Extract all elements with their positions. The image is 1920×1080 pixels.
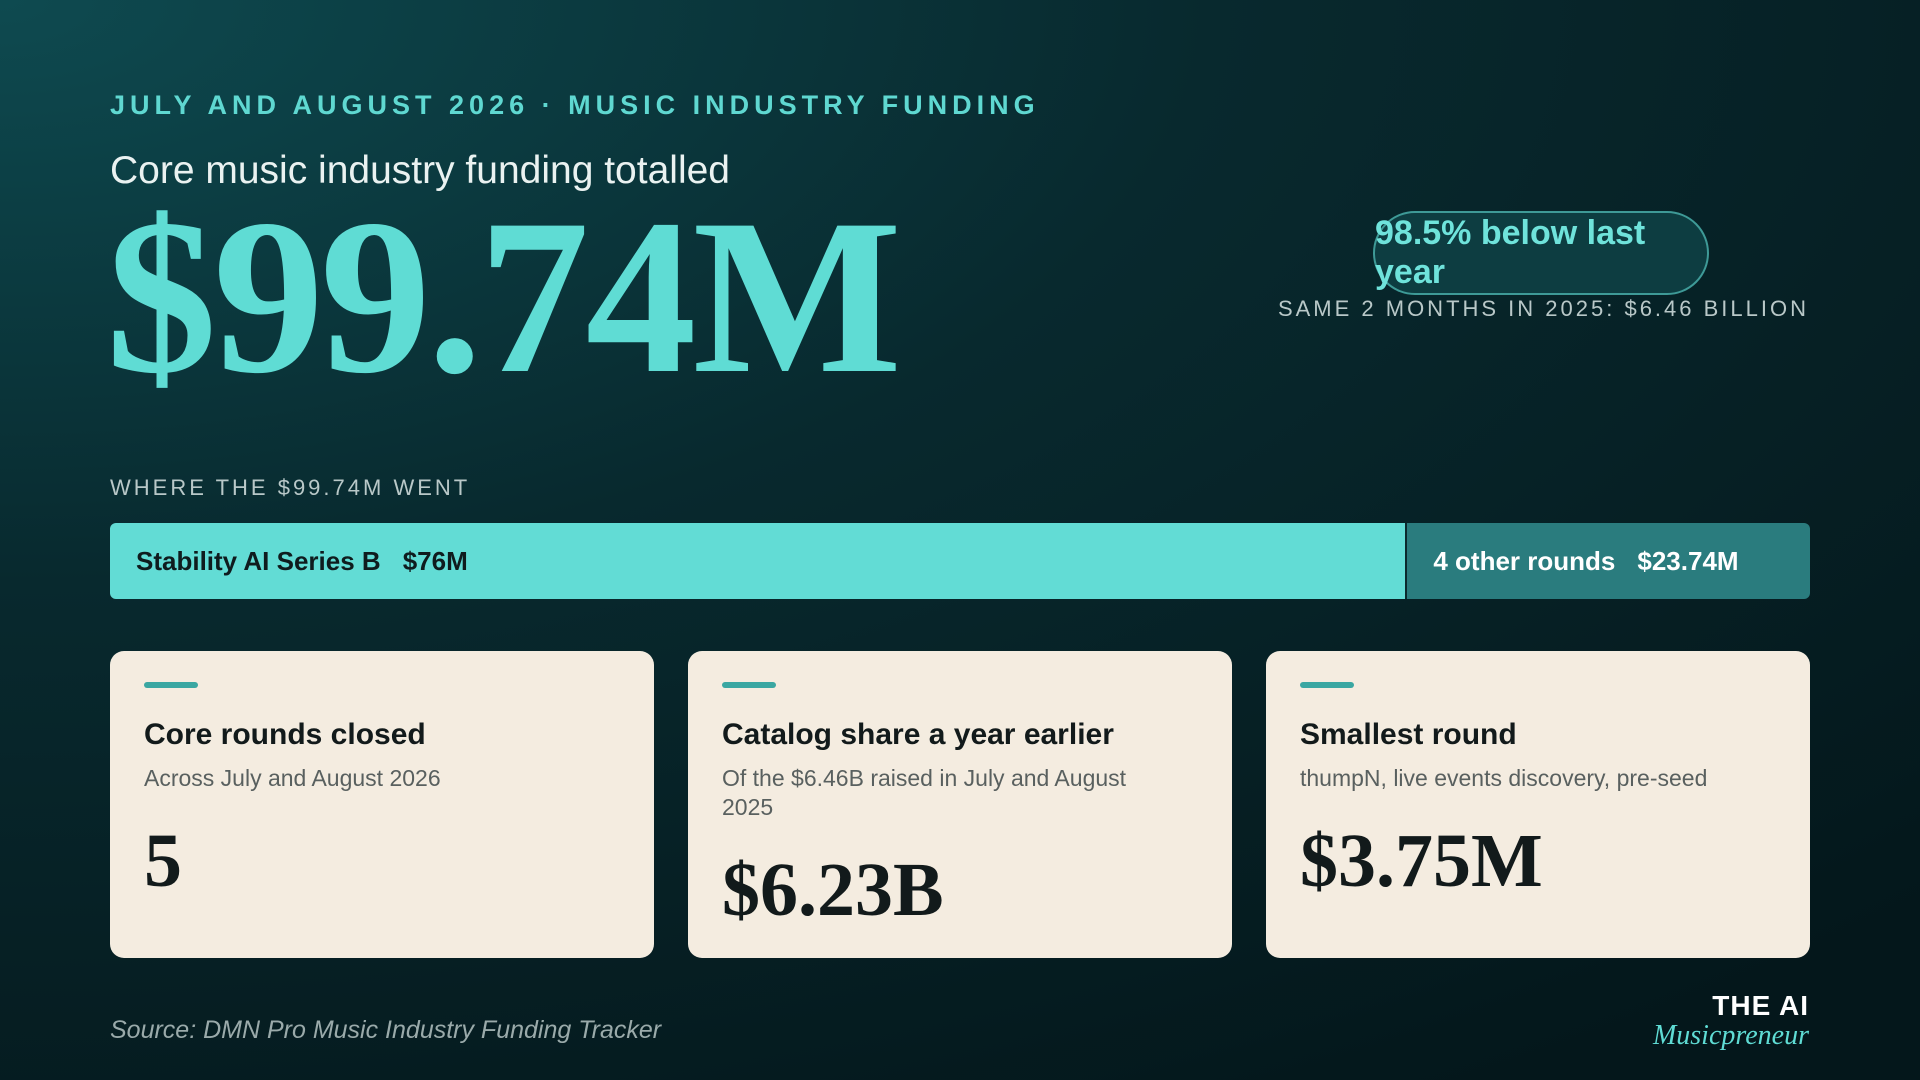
card-accent bbox=[722, 682, 776, 688]
segment-label: $76M bbox=[402, 545, 468, 576]
card-title: Catalog share a year earlier bbox=[722, 718, 1114, 751]
comparison-note: SAME 2 MONTHS IN 2025: $6.46 BILLION bbox=[1277, 296, 1809, 321]
brand-top: THE AI bbox=[1712, 990, 1809, 1021]
card-title: Smallest round bbox=[1300, 718, 1517, 751]
allocation-title: WHERE THE $99.74M WENT bbox=[110, 475, 471, 500]
card: Smallest round thumpN, live events disco… bbox=[1266, 651, 1810, 958]
bar-segment: 4 other rounds $23.74M bbox=[1405, 523, 1810, 599]
card-value: 5 bbox=[144, 818, 182, 903]
card-subtitle: thumpN, live events discovery, pre-seed bbox=[1300, 765, 1708, 791]
allocation-bar: Stability AI Series B $76M 4 other rounds $… bbox=[110, 523, 1810, 599]
card-value: $3.75M bbox=[1300, 818, 1543, 903]
card-subtitle: Across July and August 2026 bbox=[144, 765, 441, 791]
segment-label: $23.74M bbox=[1637, 545, 1739, 576]
card-accent bbox=[144, 682, 198, 688]
card-subtitle: Of the $6.46B raised in July and August … bbox=[722, 765, 1127, 820]
segment-name: Stability AI Series B bbox=[136, 545, 381, 576]
bar-segment: Stability AI Series B $76M bbox=[110, 523, 1406, 599]
card: Core rounds closed Across July and Augus… bbox=[110, 651, 654, 958]
brand-bottom: Musicpreneur bbox=[1652, 1020, 1809, 1051]
card: Catalog share a year earlier Of the $6.4… bbox=[688, 651, 1232, 958]
card-title: Core rounds closed bbox=[144, 718, 426, 751]
badge: 98.5% below last year bbox=[1373, 211, 1709, 295]
card-value: $6.23B bbox=[722, 847, 944, 932]
kicker: JULY AND AUGUST 2026 · MUSIC INDUSTRY FU… bbox=[110, 90, 1040, 120]
lead: Core music industry funding totalled bbox=[110, 149, 730, 192]
card-accent bbox=[1300, 682, 1354, 688]
source: Source: DMN Pro Music Industry Funding T… bbox=[110, 1016, 662, 1044]
total: $99.74M bbox=[106, 174, 902, 420]
segment-name: 4 other rounds bbox=[1433, 545, 1616, 576]
